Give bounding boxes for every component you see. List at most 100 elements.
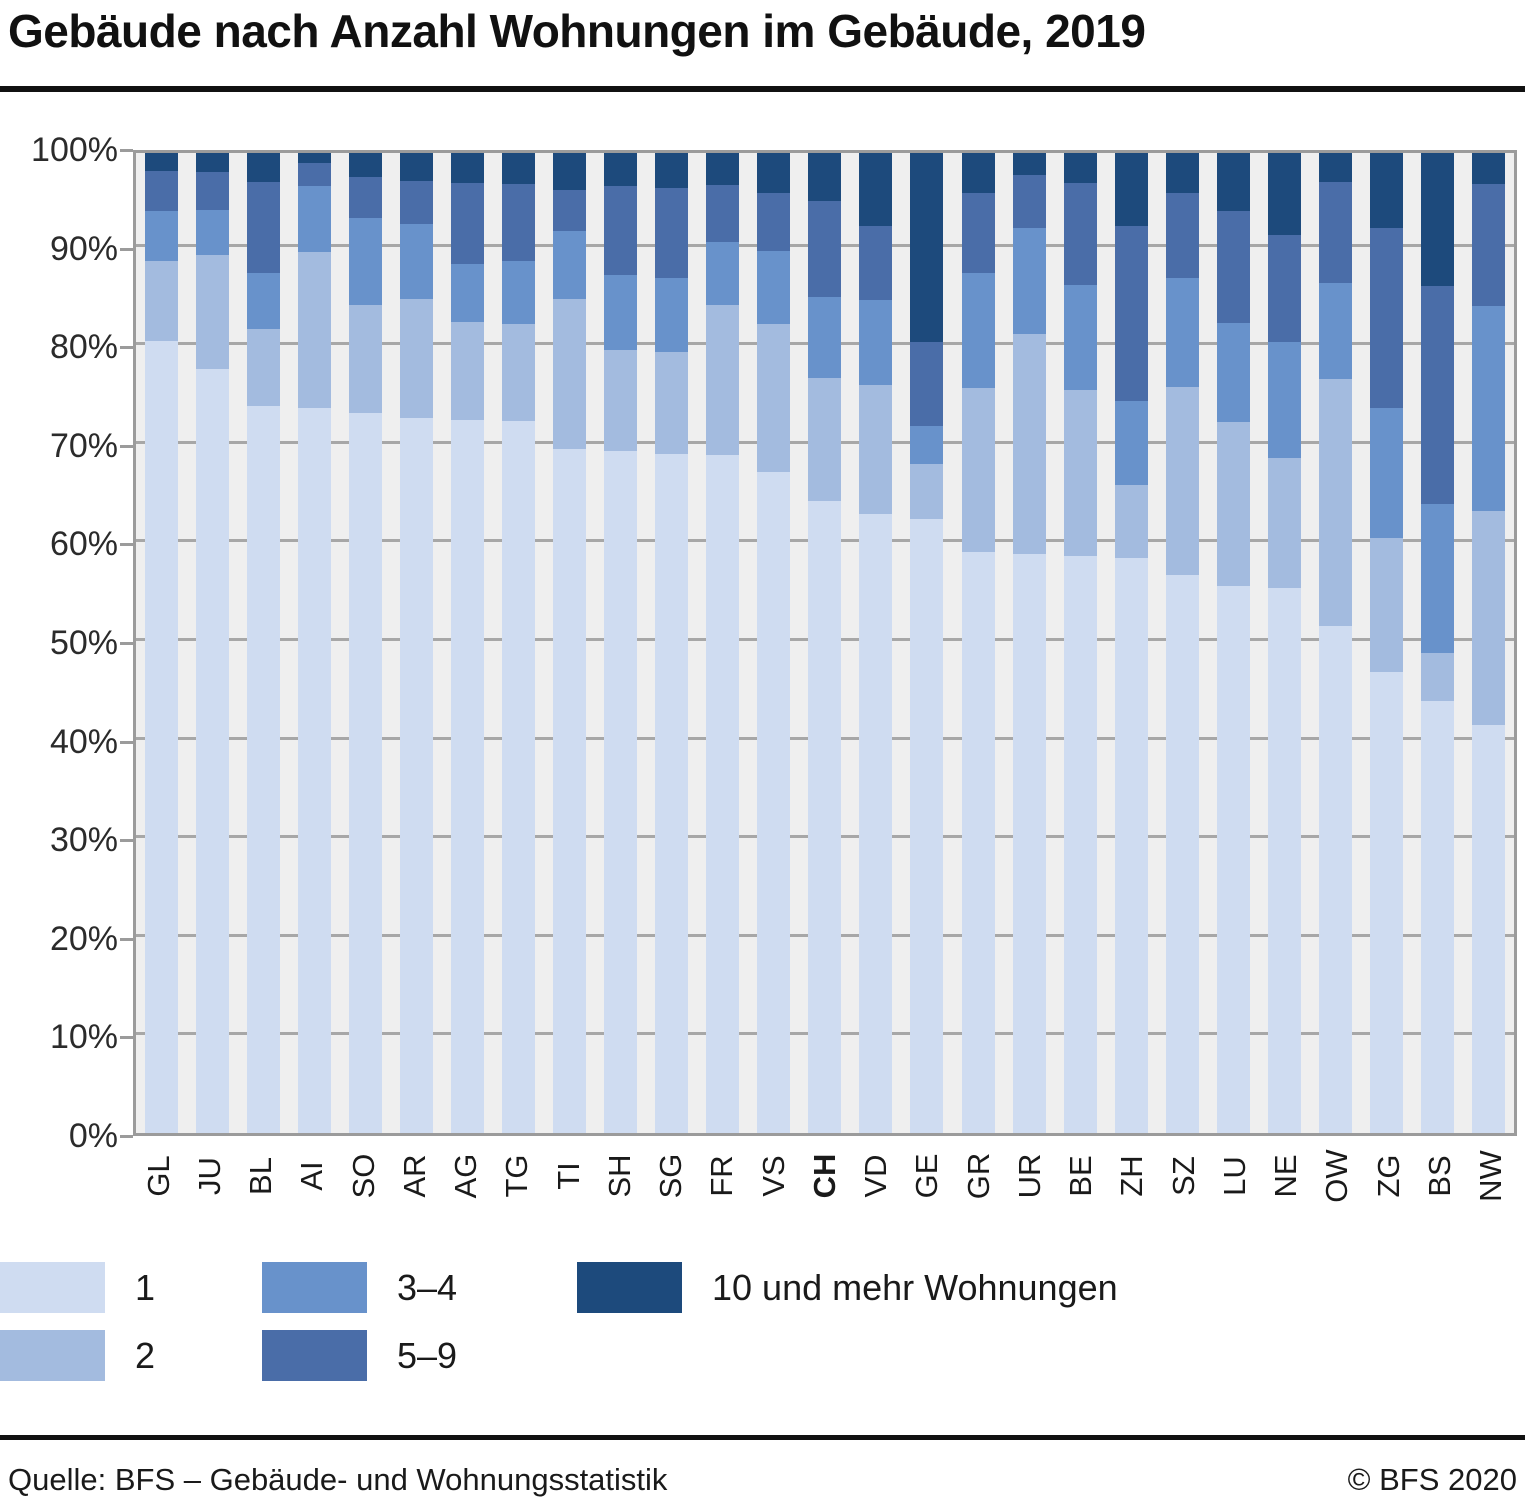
- bar-segment: [145, 170, 179, 211]
- x-label-ZG: ZG: [1370, 1154, 1406, 1198]
- y-tick-mark: [120, 642, 133, 645]
- page-title: Gebäude nach Anzahl Wohnungen im Gebäude…: [8, 5, 1146, 57]
- footer-divider: [0, 1435, 1525, 1440]
- bar-segment: [196, 254, 230, 369]
- bar-segment: [298, 153, 332, 163]
- y-tick-mark: [120, 740, 133, 744]
- y-tick-label: 90%: [49, 229, 118, 268]
- bar-segment: [298, 186, 332, 252]
- y-tick-label: 30%: [49, 821, 118, 860]
- bar-segment: [1012, 334, 1046, 554]
- bar-segment: [553, 299, 587, 449]
- bar-segment: [1216, 153, 1250, 211]
- x-label-AI: AI: [294, 1161, 330, 1191]
- bar-segment: [757, 153, 791, 194]
- bar-segment: [1471, 153, 1505, 185]
- bar-NE: [1267, 153, 1301, 1133]
- bar-LU: [1216, 153, 1250, 1133]
- x-label-LU: LU: [1216, 1156, 1252, 1196]
- bar-segment: [145, 341, 179, 1133]
- bar-segment: [808, 500, 842, 1133]
- bar-segment: [247, 182, 281, 273]
- x-label-SH: SH: [601, 1154, 637, 1198]
- bar-segment: [1471, 725, 1505, 1133]
- bar-segment: [706, 304, 740, 455]
- y-tick-label: 20%: [49, 919, 118, 958]
- bar-segment: [757, 472, 791, 1133]
- bar-segment: [655, 153, 689, 189]
- y-tick-mark: [120, 839, 133, 843]
- bar-VD: [859, 153, 893, 1133]
- bar-segment: [1267, 342, 1301, 458]
- bar-OW: [1318, 152, 1352, 1133]
- bar-segment: [145, 260, 179, 342]
- bar-GL: [145, 153, 179, 1133]
- x-label-BL: BL: [243, 1157, 279, 1195]
- x-label-AG: AG: [448, 1153, 484, 1199]
- bar-BS: [1420, 153, 1454, 1133]
- bar-ZH: [1114, 153, 1148, 1133]
- bar-segment: [1012, 553, 1046, 1133]
- bar-segment: [1063, 183, 1097, 286]
- bar-segment: [247, 152, 281, 183]
- bar-segment: [604, 275, 638, 350]
- bar-segment: [451, 263, 485, 322]
- bar-SZ: [1165, 152, 1199, 1133]
- bar-segment: [706, 242, 740, 305]
- bar-TG: [502, 153, 536, 1133]
- bar-segment: [349, 217, 383, 305]
- copyright-text: © BFS 2020: [1347, 1462, 1517, 1497]
- bar-segment: [247, 272, 281, 330]
- bar-segment: [196, 153, 230, 172]
- bar-segment: [1318, 152, 1352, 183]
- bar-segment: [808, 297, 842, 379]
- bar-BE: [1063, 153, 1097, 1133]
- bar-segment: [655, 351, 689, 454]
- bar-segment: [859, 225, 893, 300]
- bar-segment: [451, 321, 485, 420]
- y-tick-mark: [120, 149, 133, 152]
- legend-swatch-3-4: [262, 1262, 367, 1313]
- y-tick-label: 60%: [49, 525, 118, 564]
- bar-segment: [808, 201, 842, 298]
- bar-segment: [655, 278, 689, 352]
- legend-swatch-5-9: [262, 1330, 367, 1381]
- bar-segment: [1369, 153, 1403, 229]
- bar-segment: [1063, 555, 1097, 1133]
- x-label-BE: BE: [1063, 1155, 1099, 1197]
- bar-segment: [910, 463, 944, 519]
- bar-segment: [1114, 225, 1148, 401]
- bar-segment: [1114, 153, 1148, 226]
- bar-segment: [757, 193, 791, 251]
- bar-segment: [502, 260, 536, 325]
- legend-label-5-9: 5–9: [397, 1335, 458, 1376]
- x-label-VD: VD: [858, 1154, 894, 1198]
- y-tick-mark: [120, 937, 133, 941]
- title-divider: [0, 86, 1525, 92]
- bar-segment: [1471, 305, 1505, 511]
- bar-segment: [1420, 503, 1454, 653]
- x-label-GL: GL: [140, 1155, 176, 1197]
- bar-segment: [1114, 557, 1148, 1133]
- bar-segment: [1369, 672, 1403, 1133]
- x-label-NE: NE: [1268, 1154, 1304, 1198]
- bar-BL: [247, 152, 281, 1133]
- bar-segment: [298, 407, 332, 1133]
- bar-segment: [961, 193, 995, 273]
- x-label-AR: AR: [396, 1154, 432, 1198]
- bar-segment: [808, 153, 842, 202]
- bar-segment: [145, 210, 179, 261]
- bar-segment: [859, 385, 893, 514]
- bar-segment: [553, 190, 587, 232]
- x-label-SZ: SZ: [1165, 1156, 1201, 1196]
- bar-segment: [1420, 700, 1454, 1133]
- bar-segment: [247, 329, 281, 406]
- y-tick-label: 80%: [49, 328, 118, 367]
- y-tick-mark: [120, 543, 133, 547]
- bar-segment: [400, 299, 434, 418]
- bar-segment: [1318, 182, 1352, 284]
- bar-segment: [1318, 283, 1352, 380]
- bar-segment: [1063, 153, 1097, 184]
- bar-segment: [1165, 575, 1199, 1133]
- bar-segment: [502, 324, 536, 421]
